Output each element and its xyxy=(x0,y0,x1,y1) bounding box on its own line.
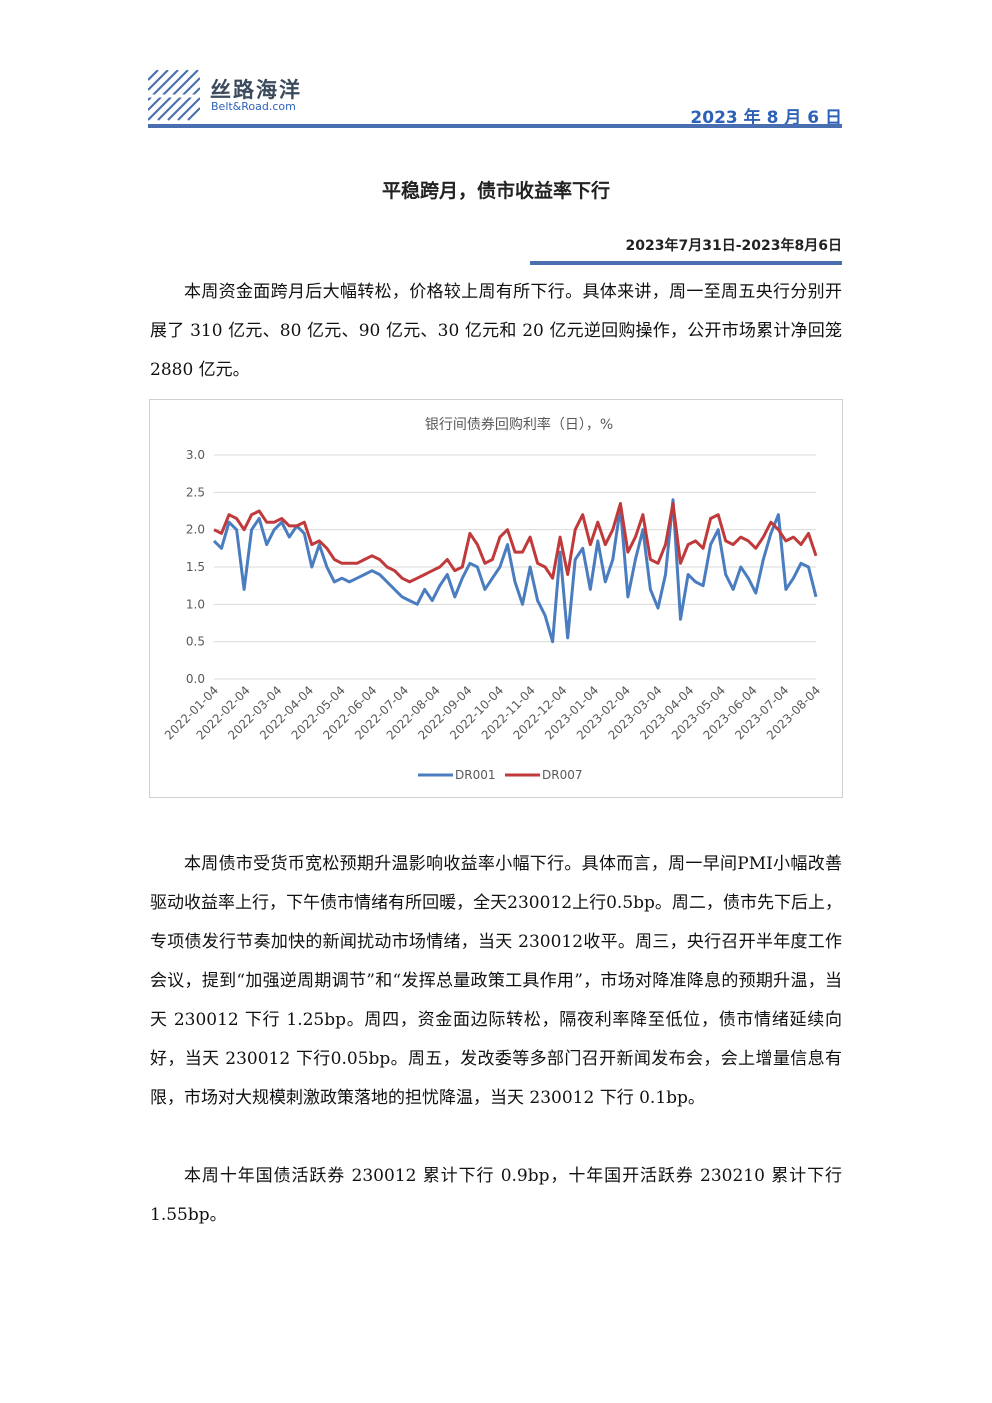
paragraph-weekly-summary: 本周十年国债活跃券 230012 累计下行 0.9bp，十年国开活跃券 2302… xyxy=(150,1166,842,1225)
y-tick-label: 0.0 xyxy=(186,672,205,686)
brand-website: Belt&Road.com xyxy=(211,100,296,113)
repo-rate-chart: 银行间债券回购利率（日），% 0.0 0.5 1.0 1.5 2.0 2.5 3.0 2022-… xyxy=(149,399,843,798)
y-tick-label: 3.0 xyxy=(186,448,205,462)
company-logo xyxy=(148,70,200,121)
week-date-range: 2023年7月31日-2023年8月6日 xyxy=(625,238,842,254)
brand-name: 丝路海洋 xyxy=(210,78,302,102)
legend-label-dr007: DR007 xyxy=(542,768,582,782)
header-divider xyxy=(148,124,842,128)
paragraph-bond-market: 本周债市受货币宽松预期升温影响收益率小幅下行。具体而言，周一早间PMI小幅改善驱… xyxy=(150,854,842,1108)
y-tick-label: 1.0 xyxy=(186,597,205,611)
y-tick-label: 2.0 xyxy=(186,523,205,537)
chart-title: 银行间债券回购利率（日），% xyxy=(425,416,613,433)
legend-label-dr001: DR001 xyxy=(455,768,495,782)
chart-canvas: 银行间债券回购利率（日），%0.00.51.01.52.02.53.02022-… xyxy=(162,416,823,782)
paragraph-liquidity: 本周资金面跨月后大幅转松，价格较上周有所下行。具体来讲，周一至周五央行分别开展了… xyxy=(150,282,842,380)
y-tick-label: 1.5 xyxy=(186,560,205,574)
series-line-dr001 xyxy=(212,498,818,644)
date-range-divider xyxy=(530,261,842,265)
article-title: 平稳跨月，债市收益率下行 xyxy=(381,180,610,202)
y-tick-label: 0.5 xyxy=(186,635,205,649)
y-tick-label: 2.5 xyxy=(186,485,205,499)
series-line-dr007 xyxy=(213,502,818,584)
report-date: 2023 年 8 月 6 日 xyxy=(690,108,842,128)
